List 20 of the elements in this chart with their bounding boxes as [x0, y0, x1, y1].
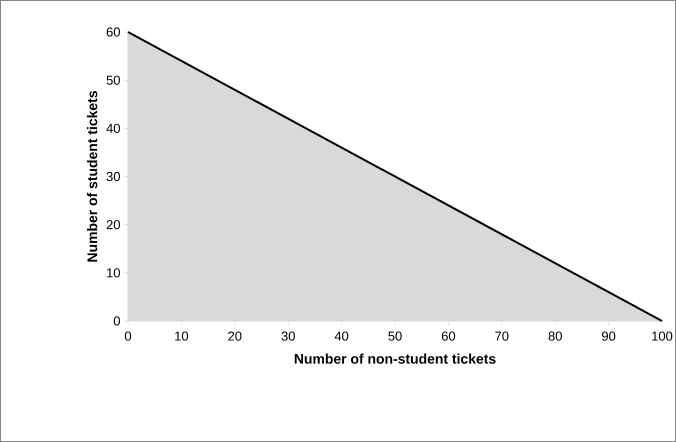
x-tick-label: 40 [334, 332, 348, 341]
y-tick-label: 50 [106, 76, 120, 85]
x-tick-label: 60 [442, 332, 456, 341]
y-tick-label: 30 [106, 172, 120, 182]
x-tick-label: 10 [175, 332, 188, 341]
x-tick-label: 80 [548, 332, 562, 341]
x-tick-label: 70 [495, 332, 509, 341]
y-tick-label: 20 [106, 220, 120, 230]
y-tick-label: 40 [106, 124, 120, 133]
x-tick-label: 100 [652, 332, 672, 341]
y-tick-label: 60 [106, 27, 120, 37]
x-tick-label: 90 [602, 332, 616, 341]
x-axis-title: Number of non-student tickets [294, 354, 496, 364]
x-tick-label: 0 [124, 332, 132, 341]
y-tick-label: 10 [107, 268, 120, 278]
x-tick-label: 20 [228, 332, 242, 341]
x-tick-label: 50 [388, 332, 402, 341]
y-tick-label: 0 [114, 316, 120, 326]
x-tick-label: 30 [282, 332, 295, 341]
y-axis-title: Number of student tickets [86, 91, 98, 262]
